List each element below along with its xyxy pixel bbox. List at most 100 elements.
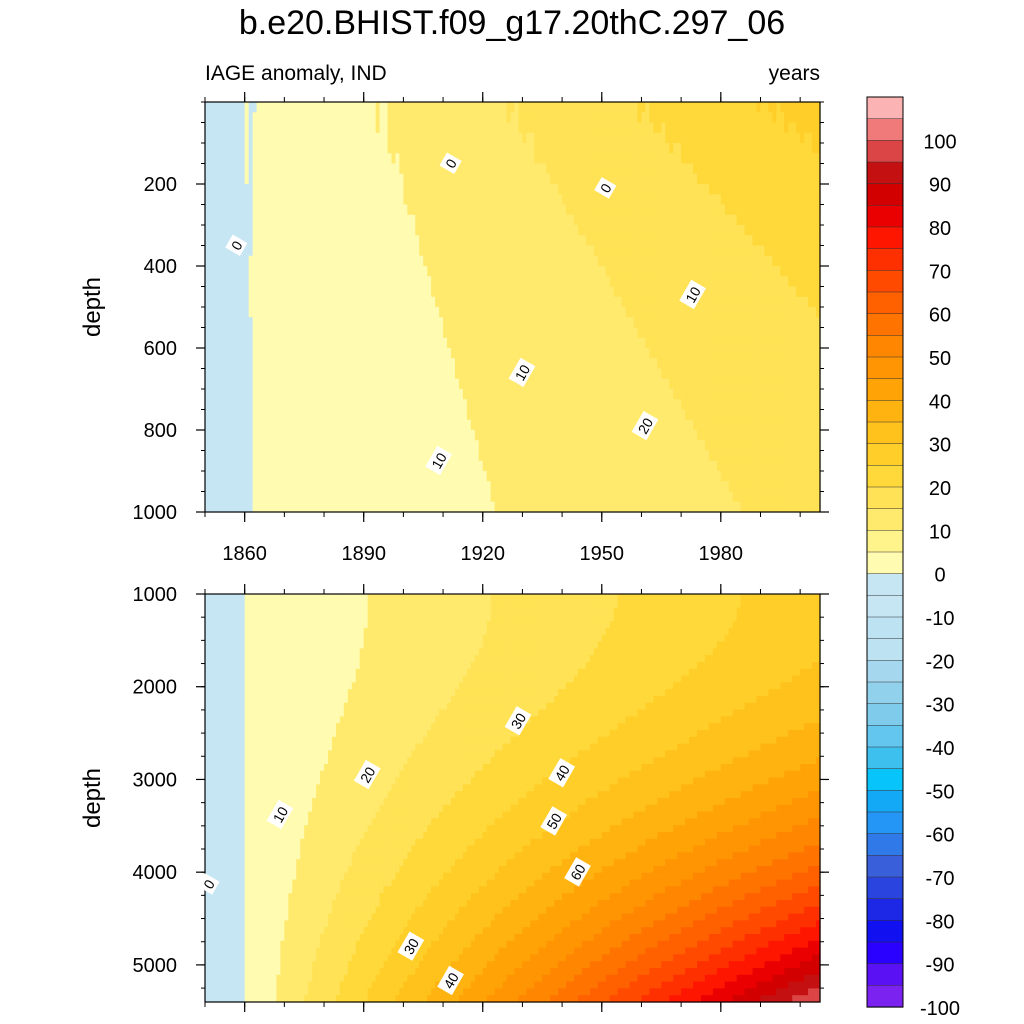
field-cell — [542, 419, 547, 431]
field-cell — [812, 143, 817, 154]
field-cell — [324, 153, 329, 165]
field-cell — [653, 389, 658, 400]
field-cell — [534, 286, 539, 298]
field-cell — [808, 112, 813, 124]
field-cell — [240, 286, 246, 298]
field-cell — [784, 419, 789, 431]
field-cell — [728, 204, 734, 216]
field-cell — [304, 214, 309, 226]
field-cell — [331, 214, 337, 226]
field-cell — [812, 214, 817, 226]
field-cell — [609, 327, 615, 339]
field-cell — [800, 163, 805, 175]
field-cell — [482, 348, 488, 359]
field-cell — [264, 255, 270, 267]
field-cell — [581, 358, 587, 370]
field-cell — [629, 245, 635, 257]
field-cell — [240, 245, 246, 257]
field-cell — [391, 358, 397, 370]
field-cell — [744, 132, 750, 144]
field-cell — [514, 389, 520, 400]
field-cell — [486, 389, 492, 400]
field-cell — [613, 358, 619, 370]
field-cell — [431, 348, 436, 359]
field-cell — [538, 122, 543, 134]
field-cell — [768, 184, 773, 195]
field-cell — [208, 409, 214, 421]
field-cell — [494, 399, 500, 411]
field-cell — [296, 173, 301, 185]
field-cell — [292, 225, 297, 236]
field-cell — [720, 102, 726, 113]
field-cell — [665, 368, 670, 380]
field-cell — [518, 245, 524, 257]
field-cell — [712, 184, 718, 195]
field-cell — [780, 368, 785, 380]
field-cell — [248, 378, 254, 390]
field-cell — [764, 235, 770, 247]
field-cell — [272, 112, 278, 124]
field-cell — [641, 358, 647, 370]
field-cell — [633, 173, 639, 185]
field-cell — [339, 143, 345, 154]
field-cell — [224, 184, 230, 195]
field-cell — [522, 307, 527, 318]
field-cell — [653, 153, 658, 165]
field-cell — [320, 163, 325, 175]
field-cell — [474, 378, 480, 390]
field-cell — [546, 419, 551, 431]
field-cell — [589, 266, 595, 277]
field-cell — [260, 378, 266, 390]
field-cell — [772, 358, 777, 370]
field-cell — [276, 245, 281, 257]
field-cell — [395, 102, 401, 113]
field-cell — [300, 358, 305, 370]
field-cell — [510, 286, 516, 298]
field-cell — [816, 266, 821, 277]
field-cell — [355, 337, 361, 349]
field-cell — [478, 163, 484, 175]
field-cell — [443, 255, 448, 267]
field-cell — [526, 317, 531, 329]
field-cell — [427, 245, 432, 257]
field-cell — [637, 163, 643, 175]
field-cell — [657, 358, 662, 370]
field-cell — [740, 409, 746, 421]
field-cell — [359, 348, 365, 359]
field-cell — [284, 317, 289, 329]
field-cell — [772, 378, 777, 390]
field-cell — [304, 378, 309, 390]
field-cell — [458, 419, 464, 431]
field-cell — [566, 337, 571, 349]
field-cell — [328, 245, 333, 257]
field-cell — [613, 194, 619, 206]
field-cell — [724, 163, 730, 175]
field-cell — [347, 102, 353, 113]
field-cell — [284, 430, 289, 441]
field-cell — [427, 173, 432, 185]
field-cell — [649, 132, 654, 144]
field-cell — [236, 296, 242, 308]
field-cell — [296, 348, 301, 359]
field-cell — [419, 184, 424, 195]
field-cell — [748, 214, 754, 226]
field-cell — [629, 368, 635, 380]
field-cell — [570, 348, 575, 359]
field-cell — [462, 286, 468, 298]
field-cell — [316, 194, 321, 206]
field-cell — [728, 143, 734, 154]
field-cell — [740, 112, 746, 124]
field-cell — [252, 317, 258, 329]
field-cell — [530, 368, 535, 380]
field-cell — [697, 214, 702, 226]
field-cell — [383, 348, 389, 359]
field-cell — [776, 389, 781, 400]
field-cell — [395, 368, 401, 380]
field-cell — [220, 389, 226, 400]
field-cell — [653, 307, 658, 318]
field-cell — [708, 409, 714, 421]
field-cell — [502, 358, 508, 370]
field-cell — [700, 102, 706, 113]
field-cell — [510, 102, 516, 113]
field-cell — [780, 266, 785, 277]
